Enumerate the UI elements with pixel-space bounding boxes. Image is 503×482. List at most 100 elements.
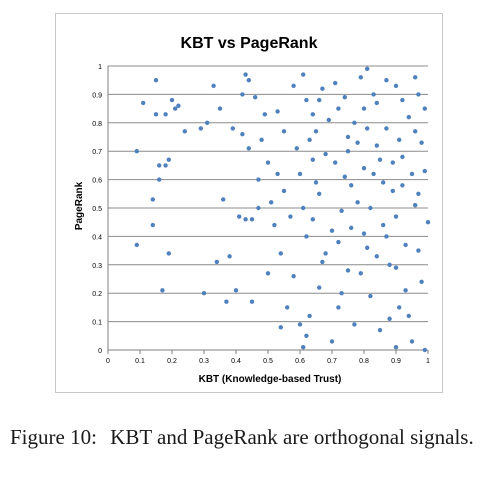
data-point — [406, 114, 411, 120]
y-tick-label: 0 — [98, 348, 102, 355]
data-point — [304, 234, 309, 239]
data-point — [425, 220, 431, 225]
data-point — [409, 171, 415, 177]
data-point — [297, 171, 303, 177]
data-point — [157, 177, 162, 182]
data-point — [384, 234, 389, 239]
data-point — [345, 149, 351, 154]
data-point — [169, 97, 175, 103]
data-point — [320, 259, 325, 265]
data-point — [349, 225, 354, 231]
data-point — [377, 327, 383, 333]
data-point — [214, 259, 219, 265]
data-point — [166, 157, 171, 162]
data-point — [333, 160, 338, 165]
axes — [107, 66, 429, 354]
data-point — [336, 239, 341, 245]
data-point — [400, 97, 405, 103]
data-point — [217, 106, 223, 111]
data-point — [153, 78, 159, 83]
data-point — [201, 291, 207, 296]
data-point — [301, 344, 306, 350]
data-point — [384, 126, 389, 131]
data-point — [377, 157, 383, 162]
data-point — [163, 163, 168, 168]
data-point — [381, 180, 386, 185]
gridlines — [108, 65, 428, 323]
data-point — [326, 117, 331, 123]
data-point — [256, 177, 261, 182]
data-point — [413, 75, 418, 80]
data-point — [134, 242, 139, 248]
data-point — [349, 183, 354, 188]
data-point — [406, 313, 411, 319]
data-point — [333, 80, 338, 86]
data-point — [374, 143, 379, 148]
data-point — [253, 95, 258, 100]
data-point — [422, 347, 427, 353]
x-tick-label: 0.5 — [263, 358, 273, 365]
data-point — [390, 188, 395, 194]
x-tick-label: 1 — [426, 358, 430, 365]
data-point — [336, 106, 341, 111]
data-point — [166, 251, 171, 256]
x-tick-label: 0.3 — [199, 358, 209, 365]
data-point — [320, 86, 325, 91]
data-point — [329, 339, 335, 344]
data-point — [317, 191, 322, 196]
data-point — [365, 245, 370, 250]
data-point — [182, 129, 187, 134]
data-point — [393, 344, 399, 350]
data-point — [358, 75, 363, 80]
data-point — [150, 197, 155, 202]
data-point — [221, 197, 226, 202]
data-point — [205, 120, 210, 126]
x-tick-labels: 0 0.1 0.2 0.3 0.4 0.5 0.6 0.7 0.8 0.9 1 — [106, 358, 430, 365]
data-point — [310, 112, 315, 117]
x-tick-label: 0 — [106, 358, 110, 365]
data-point — [342, 95, 347, 100]
data-point — [345, 268, 351, 273]
data-point — [323, 251, 328, 256]
data-point — [358, 271, 363, 276]
data-point — [176, 103, 181, 108]
y-tick-label: 0.7 — [92, 149, 102, 156]
data-point — [419, 279, 424, 285]
data-point — [313, 180, 319, 185]
data-point — [384, 78, 389, 83]
x-tick-label: 0.8 — [359, 358, 369, 365]
data-point — [361, 166, 367, 171]
data-point — [240, 92, 245, 97]
data-point — [365, 126, 370, 131]
data-point — [393, 83, 399, 89]
data-point — [173, 106, 178, 111]
data-point — [301, 72, 306, 77]
data-point — [361, 231, 367, 236]
data-point — [246, 146, 251, 151]
x-tick-label: 0.4 — [231, 358, 241, 365]
y-tick-label: 0.6 — [92, 178, 102, 185]
data-point — [243, 217, 248, 222]
data-point — [237, 214, 242, 219]
data-point — [233, 288, 239, 293]
data-point — [387, 262, 392, 267]
x-axis-label: KBT (Knowledge-based Trust) — [199, 374, 342, 385]
data-point — [198, 126, 203, 131]
y-tick-label: 0.1 — [92, 320, 102, 327]
data-point — [368, 205, 373, 211]
data-point — [403, 288, 408, 293]
data-point — [387, 316, 392, 321]
data-point — [291, 83, 296, 89]
data-point — [294, 146, 299, 151]
data-point — [243, 72, 248, 77]
data-point — [355, 200, 360, 205]
data-point — [256, 205, 261, 211]
data-point — [393, 265, 399, 270]
data-point — [345, 134, 351, 140]
x-tick-label: 0.9 — [391, 358, 401, 365]
data-point — [153, 112, 159, 117]
data-point — [352, 120, 357, 126]
data-point — [211, 83, 216, 89]
data-point — [336, 305, 341, 310]
data-point — [269, 200, 274, 205]
